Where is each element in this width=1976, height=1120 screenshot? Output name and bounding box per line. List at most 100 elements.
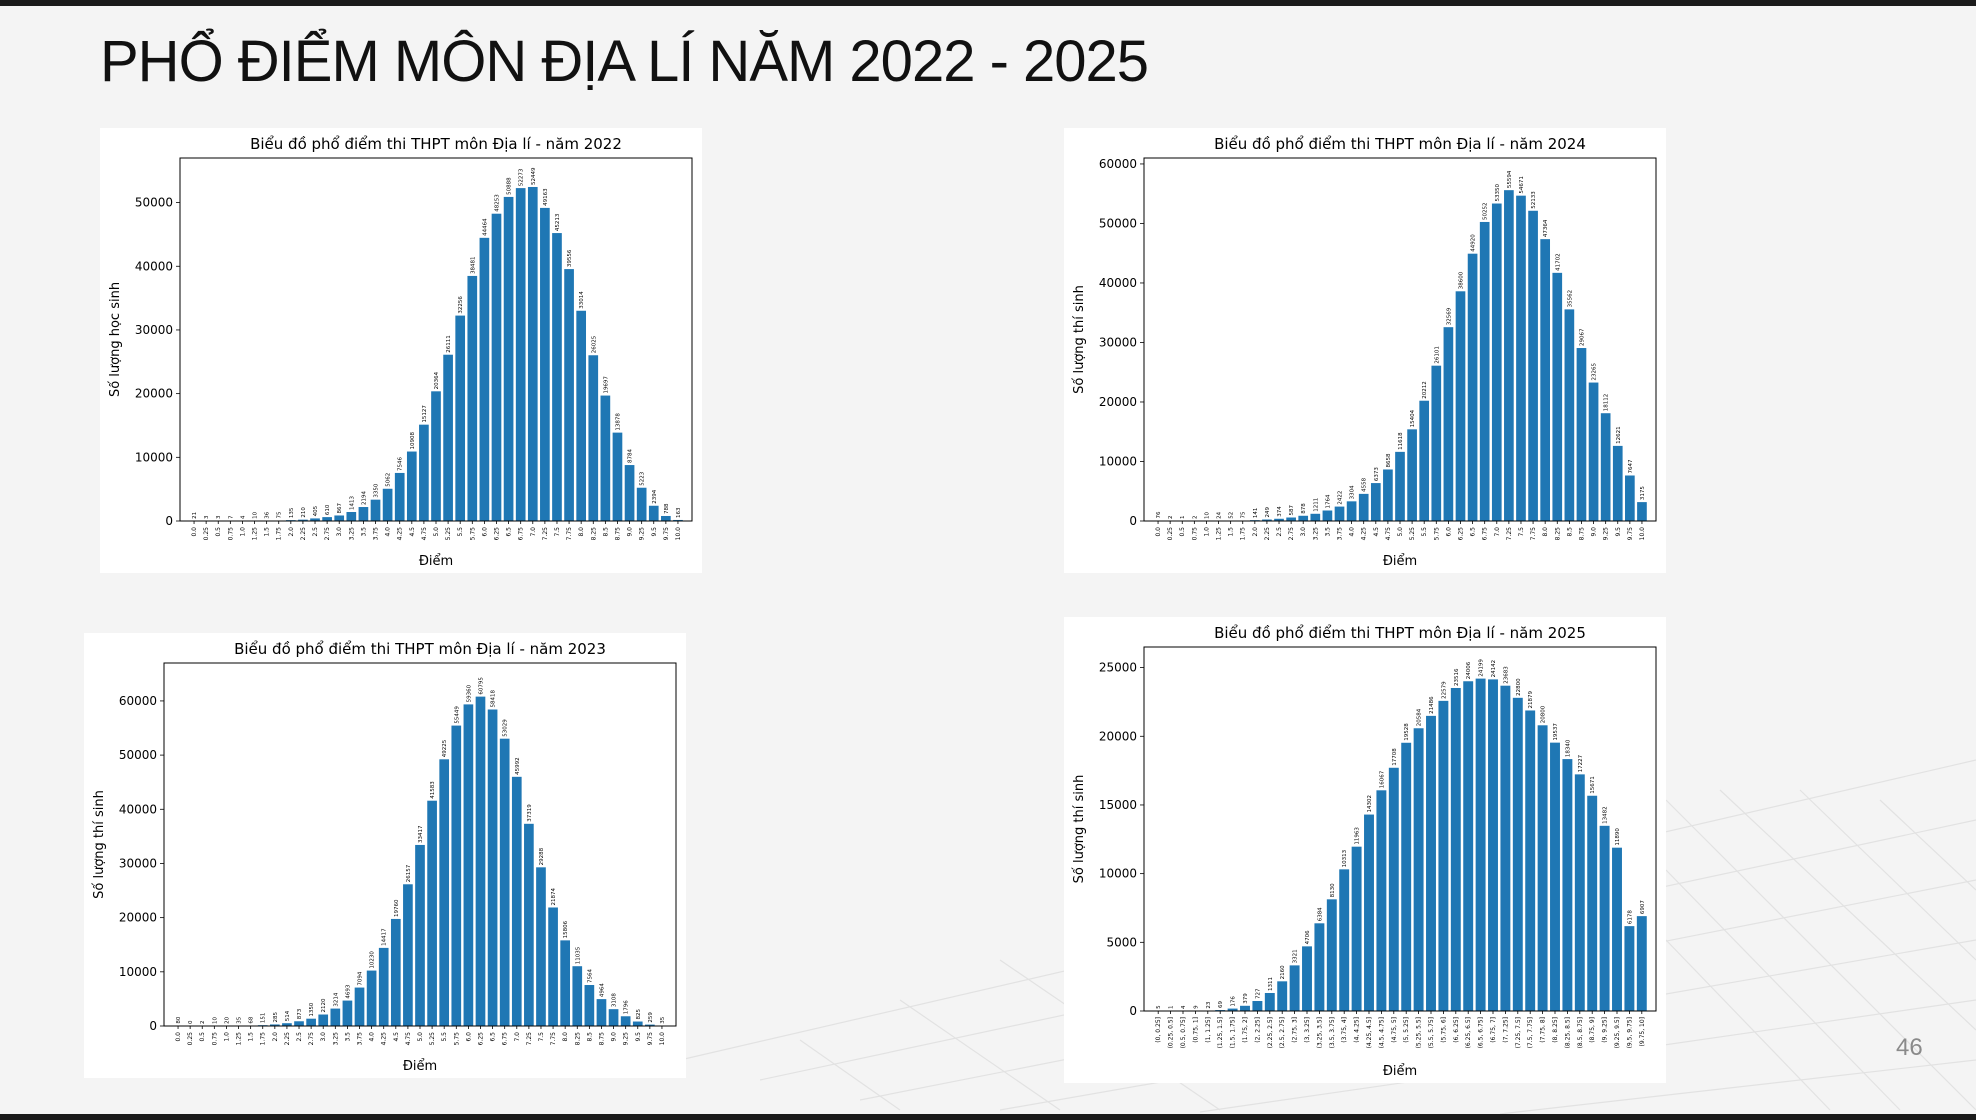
chart-2023-bar — [306, 1018, 316, 1026]
chart-2024-data-label: 2 — [1192, 515, 1198, 519]
chart-2025-data-label: 11890 — [1615, 828, 1621, 846]
page-number: 46 — [1896, 1034, 1923, 1061]
chart-2024-bar — [1322, 510, 1333, 521]
chart-2023-x-tick-label: 8.0 — [562, 1032, 569, 1042]
chart-2024-x-tick-label: 7.5 — [1518, 527, 1525, 537]
chart-2023-x-tick-label: 8.75 — [598, 1032, 605, 1046]
chart-2025-bar — [1252, 1001, 1263, 1011]
chart-2023-bar — [596, 999, 607, 1026]
chart-2024-bar — [1564, 309, 1575, 521]
chart-2022-x-tick-label: 9.25 — [639, 527, 646, 541]
chart-2024-data-label: 47364 — [1543, 219, 1549, 237]
chart-2024-title: Biểu đồ phổ điểm thi THPT môn Địa lí - n… — [1214, 135, 1586, 153]
chart-2022-bar — [298, 519, 308, 521]
chart-2024-bar — [1407, 429, 1417, 521]
chart-2024-bar — [1334, 506, 1345, 521]
chart-2024-data-label: 3304 — [1350, 485, 1356, 499]
chart-2025-bar — [1599, 825, 1610, 1011]
chart-2024-data-label: 1211 — [1313, 498, 1319, 512]
chart-2024-x-tick-label: 3.5 — [1324, 527, 1331, 537]
chart-2022-bar — [406, 451, 417, 521]
chart-2023-x-tick-label: 6.5 — [490, 1032, 497, 1042]
chart-2022-y-tick-label: 50000 — [135, 196, 173, 210]
chart-2023-data-label: 285 — [273, 1011, 279, 1022]
chart-2022-x-tick-label: 2.25 — [300, 527, 307, 541]
chart-2024-x-tick-label: 6.5 — [1470, 527, 1477, 537]
chart-2022-x-tick-label: 0.75 — [227, 527, 234, 541]
chart-2024-data-label: 12621 — [1616, 426, 1622, 444]
chart-2023-data-label: 2120 — [321, 998, 327, 1012]
chart-2024-data-label: 38600 — [1458, 271, 1464, 289]
chart-2023-data-label: 53029 — [503, 719, 509, 737]
chart-2024-x-tick-label: 6.0 — [1445, 527, 1452, 537]
chart-2022-bar — [358, 507, 369, 521]
chart-2022-y-axis-label: Số lượng học sinh — [108, 282, 123, 397]
chart-2023-x-tick-label: 8.25 — [574, 1032, 581, 1046]
chart-2022-bar — [479, 237, 490, 521]
chart-2025-data-label: 3321 — [1293, 949, 1299, 963]
chart-2024-bar — [1383, 469, 1393, 521]
chart-2022-panel: Biểu đồ phổ điểm thi THPT môn Địa lí - n… — [100, 128, 702, 573]
chart-2023-bar — [548, 907, 558, 1026]
chart-2025-data-label: 23 — [1206, 1001, 1212, 1008]
chart-2025-y-tick-label: 15000 — [1099, 798, 1137, 812]
chart-2025-axes-frame — [1143, 646, 1657, 1012]
chart-2022-data-label: 2394 — [652, 489, 658, 503]
chart-2023-x-tick-label: 3.0 — [320, 1032, 327, 1042]
chart-2024-bar — [1637, 502, 1647, 521]
chart-2023-x-tick-label: 1.5 — [248, 1032, 255, 1042]
chart-2022-bar — [588, 355, 599, 521]
chart-2024-data-label: 1764 — [1325, 494, 1331, 508]
chart-2023-x-tick-label: 2.0 — [272, 1032, 279, 1042]
chart-2025-x-tick-label: (7, 7.25] — [1502, 1017, 1509, 1043]
chart-2025-bar — [1326, 899, 1337, 1011]
chart-2024-bar — [1298, 515, 1309, 521]
chart-2024-panel: Biểu đồ phổ điểm thi THPT môn Địa lí - n… — [1064, 128, 1666, 573]
chart-2022-x-tick-label: 8.5 — [602, 527, 609, 537]
chart-2022-x-tick-label: 6.0 — [481, 527, 488, 537]
chart-2023-data-label: 19760 — [394, 899, 400, 917]
chart-2023-data-label: 4693 — [345, 984, 351, 998]
chart-2024-bar — [1455, 291, 1466, 521]
chart-2023-x-tick-label: 7.0 — [514, 1032, 521, 1042]
chart-2025-x-tick-label: (5.25, 5.5] — [1416, 1017, 1423, 1048]
chart-2024-y-tick-label: 10000 — [1099, 454, 1137, 468]
chart-2024-data-label: 2 — [1168, 515, 1174, 519]
chart-2024-x-tick-label: 2.75 — [1288, 527, 1295, 541]
chart-2023-data-label: 68 — [249, 1016, 255, 1023]
chart-2022-bar — [334, 515, 345, 521]
chart-2024-data-label: 52133 — [1531, 191, 1537, 209]
chart-2023-y-tick-label: 0 — [149, 1019, 157, 1033]
chart-2022-x-tick-label: 5.75 — [469, 527, 476, 541]
chart-2024-x-tick-label: 9.25 — [1603, 527, 1610, 541]
chart-2022-y-tick-label: 10000 — [135, 450, 173, 464]
chart-2023-bar — [354, 987, 365, 1026]
chart-2025-data-label: 24006 — [1466, 661, 1472, 679]
chart-2022-x-tick-label: 4.5 — [409, 527, 416, 537]
chart-2024-data-label: 18112 — [1604, 394, 1610, 412]
chart-2023-x-tick-label: 4.75 — [405, 1032, 412, 1046]
chart-2022-data-label: 33014 — [579, 291, 585, 309]
chart-2025-x-tick-label: (6, 6.25] — [1453, 1017, 1460, 1043]
chart-2025-y-tick-label: 5000 — [1106, 935, 1137, 949]
chart-2023-data-label: 20 — [224, 1016, 230, 1023]
chart-2022-y-tick-label: 40000 — [135, 259, 173, 273]
chart-2023-bar — [427, 800, 437, 1026]
chart-2024-x-tick-label: 7.0 — [1494, 527, 1501, 537]
chart-2022-x-tick-label: 4.25 — [397, 527, 404, 541]
chart-2023-x-tick-label: 9.5 — [635, 1032, 642, 1042]
chart-2022-bar — [661, 515, 671, 521]
chart-2024-x-tick-label: 3.75 — [1337, 527, 1344, 541]
chart-2023-data-label: 45992 — [515, 757, 521, 775]
chart-2023-x-tick-label: 7.5 — [538, 1032, 545, 1042]
chart-2025-data-label: 727 — [1255, 988, 1261, 999]
chart-2025-x-tick-label: (0.5, 0.75] — [1180, 1017, 1187, 1048]
chart-2025-x-tick-label: (0.75, 1] — [1192, 1017, 1199, 1043]
chart-2022-data-label: 8784 — [628, 449, 634, 463]
chart-2022-bar — [515, 188, 526, 522]
chart-2022-data-label: 26025 — [591, 335, 597, 353]
chart-2022-y-tick-label: 20000 — [135, 387, 173, 401]
chart-2022-x-tick-label: 6.5 — [506, 527, 513, 537]
chart-2024-data-label: 141 — [1253, 508, 1259, 518]
chart-2022-bar — [370, 499, 381, 521]
